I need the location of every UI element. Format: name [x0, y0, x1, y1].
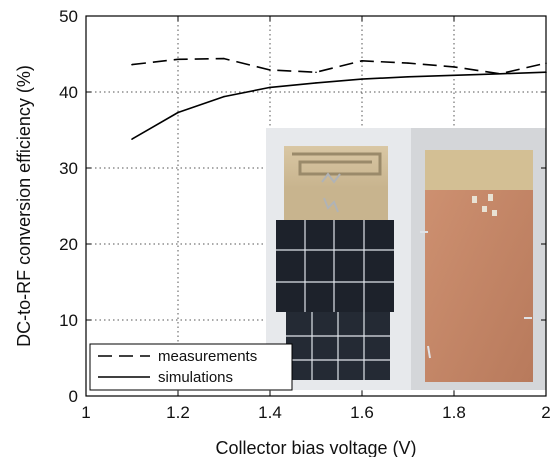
y-tick-label: 0	[69, 387, 78, 406]
x-tick-label: 1	[81, 403, 90, 422]
series-line-simulations	[131, 71, 547, 140]
data-point-measurements	[131, 63, 133, 66]
data-point-measurements	[269, 69, 271, 71]
data-point-measurements	[407, 62, 409, 64]
data-point-simulations	[131, 138, 133, 140]
x-tick-label: 1.8	[442, 403, 466, 422]
data-point-measurements	[223, 57, 225, 60]
y-tick-label: 30	[59, 159, 78, 178]
data-point-simulations	[315, 82, 317, 84]
y-tick-label: 10	[59, 311, 78, 330]
y-tick-label: 40	[59, 83, 78, 102]
x-tick-label: 1.4	[258, 403, 282, 422]
data-point-simulations	[499, 72, 501, 75]
axes-frame	[85, 15, 547, 397]
data-point-simulations	[361, 78, 363, 80]
data-point-measurements	[315, 71, 317, 74]
x-axis-label: Collector bias voltage (V)	[215, 438, 416, 457]
legend: measurements simulations	[89, 343, 293, 391]
y-axis-label: DC-to-RF conversion efficiency (%)	[14, 65, 34, 347]
x-tick-label: 2	[541, 403, 550, 422]
data-point-simulations	[269, 86, 271, 89]
x-tick-label: 1.6	[350, 403, 374, 422]
series-lines	[131, 57, 547, 140]
axis-ticks	[85, 15, 547, 397]
y-tick-label: 20	[59, 235, 78, 254]
legend-label-measurements: measurements	[158, 348, 257, 365]
data-point-simulations	[407, 76, 409, 78]
data-point-measurements	[453, 66, 455, 68]
data-point-simulations	[223, 95, 225, 98]
data-point-simulations	[177, 111, 179, 114]
y-tick-label: 50	[59, 7, 78, 26]
legend-box	[89, 343, 293, 391]
legend-label-simulations: simulations	[158, 369, 233, 386]
data-point-measurements	[361, 60, 363, 62]
data-point-simulations	[453, 74, 455, 77]
series-line-measurements	[131, 57, 547, 75]
prototype-photo	[266, 128, 546, 390]
data-point-measurements	[177, 58, 179, 61]
x-tick-label: 1.2	[166, 403, 190, 422]
